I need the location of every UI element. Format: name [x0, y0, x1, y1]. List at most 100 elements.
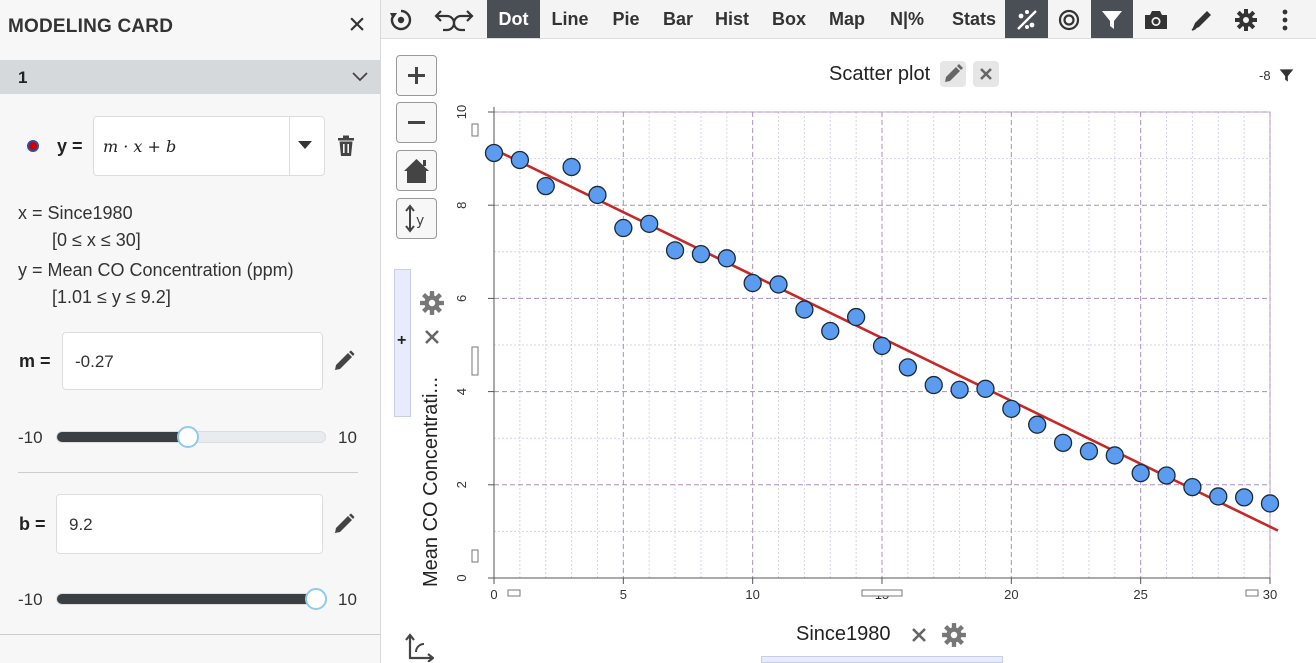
- y-axis-drag-handle[interactable]: [471, 346, 479, 376]
- data-point[interactable]: [950, 380, 969, 399]
- x-axis-gear-icon[interactable]: [941, 622, 967, 648]
- y-axis-max-handle[interactable]: [471, 123, 479, 137]
- tab-pie[interactable]: Pie: [612, 9, 640, 29]
- param-m-input[interactable]: -0.27: [62, 332, 323, 390]
- data-point[interactable]: [510, 150, 530, 170]
- x-axis-label[interactable]: Since1980: [796, 623, 891, 645]
- data-point[interactable]: [691, 244, 711, 264]
- data-point[interactable]: [717, 249, 736, 268]
- tab-box[interactable]: Box: [771, 9, 806, 29]
- target-icon[interactable]: [1048, 0, 1090, 38]
- data-point[interactable]: [846, 307, 866, 327]
- data-point[interactable]: [1183, 477, 1202, 497]
- tab-stats[interactable]: Stats: [951, 9, 996, 29]
- formula-select[interactable]: m · x + b: [93, 116, 325, 176]
- data-point[interactable]: [1002, 399, 1021, 418]
- data-point[interactable]: [484, 143, 504, 163]
- tab-bar[interactable]: Bar: [662, 9, 693, 29]
- data-point[interactable]: [821, 321, 840, 341]
- data-point[interactable]: [1028, 415, 1047, 434]
- reset-icon[interactable]: [381, 0, 421, 38]
- pen-icon[interactable]: [1181, 0, 1223, 38]
- model-color-swatch[interactable]: [27, 140, 39, 152]
- hide-title-icon[interactable]: [973, 61, 999, 87]
- tab-dot[interactable]: Dot: [487, 0, 540, 38]
- data-point[interactable]: [1105, 446, 1124, 465]
- data-point[interactable]: [562, 157, 581, 177]
- y-axis-label[interactable]: Mean CO Concentrati...: [420, 376, 442, 587]
- param-m-value: -0.27: [75, 352, 114, 371]
- data-point[interactable]: [743, 273, 762, 293]
- tab-map[interactable]: Map: [829, 9, 865, 29]
- param-b-slider[interactable]: [56, 588, 328, 610]
- edit-b-pencil-icon[interactable]: [333, 513, 355, 535]
- data-point[interactable]: [1260, 494, 1280, 513]
- x-attribute-drop-strip[interactable]: [761, 656, 1003, 663]
- param-b-slider-knob[interactable]: [305, 588, 328, 610]
- data-point[interactable]: [1209, 487, 1228, 506]
- home-icon: [404, 159, 429, 183]
- formula-separator: [289, 117, 290, 175]
- data-point[interactable]: [1079, 442, 1099, 461]
- x-tick-label: 25: [1133, 587, 1147, 602]
- close-icon[interactable]: ×: [348, 8, 366, 41]
- trash-icon[interactable]: [336, 135, 356, 157]
- x-axis-drag-handle[interactable]: [861, 589, 903, 597]
- plot-title[interactable]: Scatter plot: [829, 63, 931, 85]
- tab-line[interactable]: Line: [551, 9, 589, 29]
- swap-axes-icon[interactable]: [402, 632, 434, 662]
- y-scale-button[interactable]: y: [396, 198, 437, 239]
- data-point[interactable]: [1157, 466, 1176, 485]
- trend-icon[interactable]: [1005, 0, 1048, 38]
- x-axis-min-handle[interactable]: [507, 589, 521, 597]
- data-point[interactable]: [1131, 463, 1150, 483]
- scatter-plot[interactable]: 0510152025300246810: [445, 95, 1295, 625]
- attribute-drop-strip[interactable]: +: [394, 269, 411, 417]
- tab-n-percent[interactable]: N|%: [889, 9, 925, 29]
- formula-text: m · x + b: [103, 137, 177, 156]
- data-point[interactable]: [976, 379, 995, 398]
- y-axis-remove-icon[interactable]: [419, 324, 445, 350]
- y-axis-min-handle[interactable]: [471, 549, 479, 563]
- add-attribute-icon[interactable]: +: [397, 332, 407, 349]
- param-m-slider-fill: [57, 432, 189, 442]
- x-tick-label: 20: [1004, 587, 1018, 602]
- zoom-in-icon: [408, 67, 425, 84]
- param-m-slider-knob[interactable]: [177, 426, 200, 448]
- undo-redo-icon[interactable]: [424, 0, 484, 38]
- x-axis-remove-icon[interactable]: [906, 622, 932, 648]
- more-icon[interactable]: [1271, 0, 1299, 38]
- zoom-in-button[interactable]: [396, 55, 437, 96]
- y-axis-gear-icon[interactable]: [419, 290, 445, 316]
- home-button[interactable]: [396, 150, 437, 191]
- param-m-slider[interactable]: [56, 426, 326, 448]
- edit-m-pencil-icon[interactable]: [333, 350, 355, 372]
- x-definition: x = Since1980: [18, 203, 133, 223]
- gear-icon[interactable]: [1225, 0, 1267, 38]
- data-point[interactable]: [536, 176, 555, 196]
- data-point[interactable]: [1234, 488, 1254, 507]
- filter-icon[interactable]: [1091, 0, 1133, 38]
- model-header[interactable]: 1: [0, 60, 380, 94]
- data-point[interactable]: [1053, 433, 1073, 453]
- data-point[interactable]: [588, 185, 607, 205]
- tab-hist[interactable]: Hist: [714, 9, 749, 29]
- data-point[interactable]: [769, 275, 788, 294]
- plot-filter-icon[interactable]: [1279, 68, 1294, 83]
- data-point[interactable]: [795, 300, 814, 319]
- data-point[interactable]: [872, 336, 892, 356]
- data-point[interactable]: [640, 214, 659, 233]
- y-tick-label: 6: [454, 295, 469, 302]
- camera-icon[interactable]: [1135, 0, 1177, 38]
- divider: [18, 472, 358, 473]
- data-point[interactable]: [614, 218, 633, 238]
- param-b-input[interactable]: 9.2: [56, 494, 323, 554]
- chevron-down-icon[interactable]: [350, 66, 370, 86]
- x-axis-max-handle[interactable]: [1245, 589, 1259, 597]
- data-point[interactable]: [898, 358, 918, 377]
- dropdown-icon[interactable]: [298, 141, 312, 149]
- data-point[interactable]: [924, 375, 943, 395]
- edit-title-pencil-icon[interactable]: [940, 61, 966, 87]
- data-point[interactable]: [665, 241, 685, 260]
- zoom-out-button[interactable]: [396, 102, 437, 143]
